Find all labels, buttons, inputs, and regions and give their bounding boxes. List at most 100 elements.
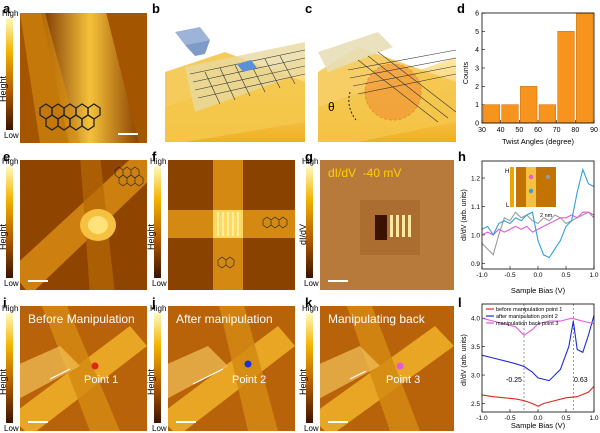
panel-label-g: g: [305, 149, 313, 164]
colorbar-i-low: Low: [4, 424, 19, 433]
chart-d-frame: [481, 12, 595, 124]
chart-d-xtick-label: 40: [497, 127, 505, 134]
chart-xtick-label: 0.5: [561, 415, 570, 422]
scale-bar-k: [328, 421, 348, 423]
chart-h-inset: H L 2 nm: [505, 167, 556, 219]
stm-image-i: Before Manipulation Point 1: [20, 306, 147, 431]
colorbar-a-high: High: [2, 9, 19, 18]
panel-label-k: k: [305, 295, 313, 310]
chart-ytick-label: 1.2: [471, 176, 480, 183]
panel-label-c: c: [305, 1, 313, 16]
point-1-label: Point 1: [84, 374, 119, 386]
inset-point-cyan: [528, 188, 534, 194]
chart-d-ytick-label: 0: [475, 121, 479, 128]
annotation-063: 0.63: [574, 377, 588, 384]
colorbar-k: [306, 313, 313, 423]
chart-h-frame: [481, 160, 595, 270]
colorbar-j-low: Low: [152, 424, 167, 433]
inset-low: L: [506, 203, 510, 209]
chart-ytick-label: 1.1: [471, 204, 480, 211]
chart-ytick-label: 1.0: [471, 232, 480, 239]
chart-d-xtick-label: 80: [571, 127, 579, 134]
chart-d-xtick-label: 70: [553, 127, 561, 134]
chart-ytick-label: 4.0: [471, 316, 480, 323]
chart-series-line: [481, 167, 595, 259]
chart-l-xlabel: Sample Bias (V): [511, 421, 566, 430]
panel-label-e: e: [3, 149, 11, 164]
chart-d-bar: [576, 12, 594, 124]
inset-high: H: [505, 169, 509, 175]
colorbar-a-title: Height: [0, 75, 8, 102]
chart-series-line: [481, 315, 595, 382]
scale-bar-e: [28, 280, 48, 282]
colorbar-e-low: Low: [4, 279, 19, 288]
scale-bar-i: [28, 421, 48, 423]
chart-l-legend: before manipulation point 1 after manipu…: [486, 307, 562, 327]
chart-h-xlabel: Sample Bias (V): [511, 286, 566, 295]
legend-back: manipulation back point 3: [496, 321, 558, 327]
chart-d-bar: [482, 104, 500, 124]
panel-label-l: l: [458, 295, 462, 310]
colorbar-k-high: High: [302, 304, 319, 313]
before-manipulation-label: Before Manipulation: [28, 312, 135, 326]
colorbar-i: [6, 313, 13, 423]
colorbar-g-high: High: [302, 157, 319, 166]
colorbar-a: [6, 18, 13, 130]
chart-l-frame: [481, 303, 595, 413]
colorbar-e-high: High: [2, 157, 19, 166]
stm-image-f: [168, 160, 295, 290]
chart-d-bar: [538, 104, 556, 124]
stm-image-k: Manipulating back Point 3: [320, 306, 454, 431]
chart-h: dI/dV (arb. units) 0.9 1.0 1.1 1.2 -1.0 -0.5…: [461, 160, 599, 295]
chart-series-line: [481, 386, 595, 407]
chart-d-bar: [501, 104, 519, 124]
chart-series-line: [481, 211, 595, 236]
colorbar-g-low: Low: [304, 279, 319, 288]
point-2-label: Point 2: [232, 374, 267, 386]
manipulating-back-label: Manipulating back: [328, 312, 425, 326]
chart-d-ytick-label: 4: [475, 47, 479, 54]
chart-d-ytick-label: 3: [475, 66, 479, 73]
point-3-label: Point 3: [386, 374, 421, 386]
colorbar-f-title: Height: [146, 223, 156, 250]
chart-d-xtick-label: 30: [478, 127, 486, 134]
chart-xtick-label: -0.5: [504, 415, 516, 422]
chart-ytick-label: 0.9: [471, 261, 480, 268]
panel-label-f: f: [152, 149, 157, 164]
schematic-b: [165, 12, 305, 142]
inset-scale: 2 nm: [540, 213, 553, 219]
scale-bar-a: [118, 133, 138, 135]
didv-bias-label: dI/dV -40 mV: [328, 166, 402, 180]
chart-d-xtick-label: 90: [590, 127, 598, 134]
stm-image-e: [20, 160, 147, 290]
stm-image-j: After manipulation Point 2: [168, 306, 295, 431]
chart-d: Counts 0 1 2 3 4 5 6 30 40 50 60 70 80 90 Twist Angl…: [463, 11, 598, 147]
colorbar-j-title: Height: [146, 368, 156, 395]
chart-d-ylabel: Counts: [463, 61, 470, 84]
chart-xtick-label: 1.0: [589, 415, 598, 422]
colorbar-k-low: Low: [304, 424, 319, 433]
chart-d-ytick-label: 2: [475, 84, 479, 91]
scale-bar-g: [328, 280, 348, 282]
colorbar-j-high: High: [150, 304, 167, 313]
chart-d-xtick-label: 60: [534, 127, 542, 134]
chart-d-bar: [557, 31, 575, 124]
theta-label: θ: [328, 100, 335, 114]
chart-d-ytick-label: 1: [475, 102, 479, 109]
annotation-minus-025: -0.25: [506, 377, 522, 384]
chart-xtick-label: 0.0: [533, 415, 542, 422]
colorbar-g-title: dI/dV: [298, 223, 308, 245]
colorbar-a-low: Low: [4, 131, 19, 140]
chart-xtick-label: -1.0: [476, 415, 488, 422]
colorbar-g: [306, 166, 313, 278]
inset-point-magenta: [528, 174, 534, 180]
chart-d-xtick-label: 50: [515, 127, 523, 134]
colorbar-f: [154, 166, 161, 278]
point-3-marker: [396, 362, 404, 370]
legend-before: before manipulation point 1: [496, 307, 562, 313]
point-2-marker: [244, 360, 252, 368]
chart-xtick-label: 1.0: [589, 272, 598, 279]
colorbar-e-title: Height: [0, 223, 8, 250]
chart-series-line: [481, 317, 595, 337]
chart-h-ylabel: dI/dV (arb. units): [461, 189, 468, 241]
